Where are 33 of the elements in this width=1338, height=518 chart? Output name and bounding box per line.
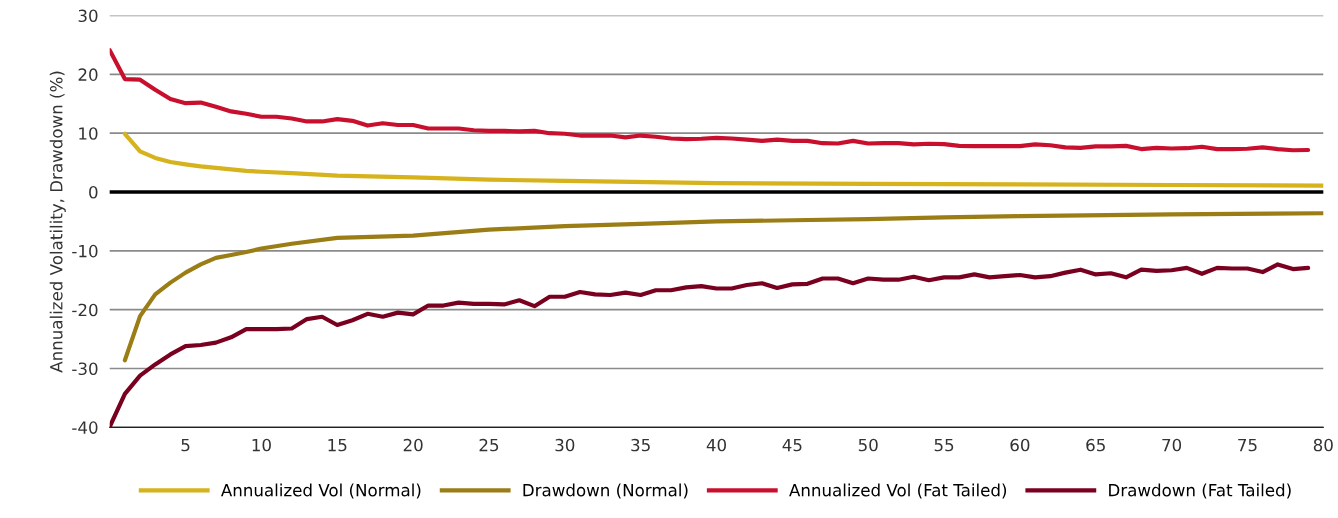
line-series: [109, 48, 1311, 153]
x-tick-label: 45: [782, 438, 802, 452]
x-tick-label: 20: [403, 438, 423, 452]
x-tick-label: 50: [858, 438, 878, 452]
y-tick-label: 20: [78, 68, 98, 81]
x-tick-label: 65: [1086, 438, 1105, 452]
line-series: [122, 131, 1324, 188]
legend-label: Annualized Vol (Normal): [220, 483, 421, 499]
y-tick-label: 0: [89, 185, 98, 199]
x-tick-label: 80: [1313, 438, 1333, 452]
legend-label: Drawdown (Normal): [523, 483, 688, 499]
x-tick-label: 30: [555, 438, 575, 452]
line-series: [109, 262, 1311, 428]
legend-label: Drawdown (Fat Tailed): [1109, 483, 1291, 499]
line-series: [122, 211, 1324, 363]
x-tick-label: 15: [328, 438, 347, 452]
x-tick-label: 40: [706, 438, 726, 452]
x-tick-label: 10: [252, 438, 271, 452]
y-tick-label: 30: [78, 9, 98, 23]
x-tick-label: 70: [1162, 438, 1182, 452]
legend-label: Annualized Vol (Fat Tailed): [789, 483, 1007, 499]
y-tick-label: -30: [72, 362, 98, 376]
y-tick-label: -10: [72, 244, 98, 258]
x-tick-label: 60: [1010, 438, 1030, 452]
y-tick-label: -20: [72, 303, 98, 317]
y-axis-title: Annualized Volatility, Drawdown (%): [49, 71, 66, 373]
x-tick-label: 55: [934, 438, 954, 452]
y-tick-label: 10: [79, 127, 98, 140]
x-tick-label: 35: [631, 438, 650, 452]
y-tick-label: -40: [72, 421, 98, 434]
x-tick-label: 5: [181, 438, 190, 452]
x-tick-label: 25: [479, 438, 499, 452]
x-tick-label: 75: [1238, 438, 1257, 452]
